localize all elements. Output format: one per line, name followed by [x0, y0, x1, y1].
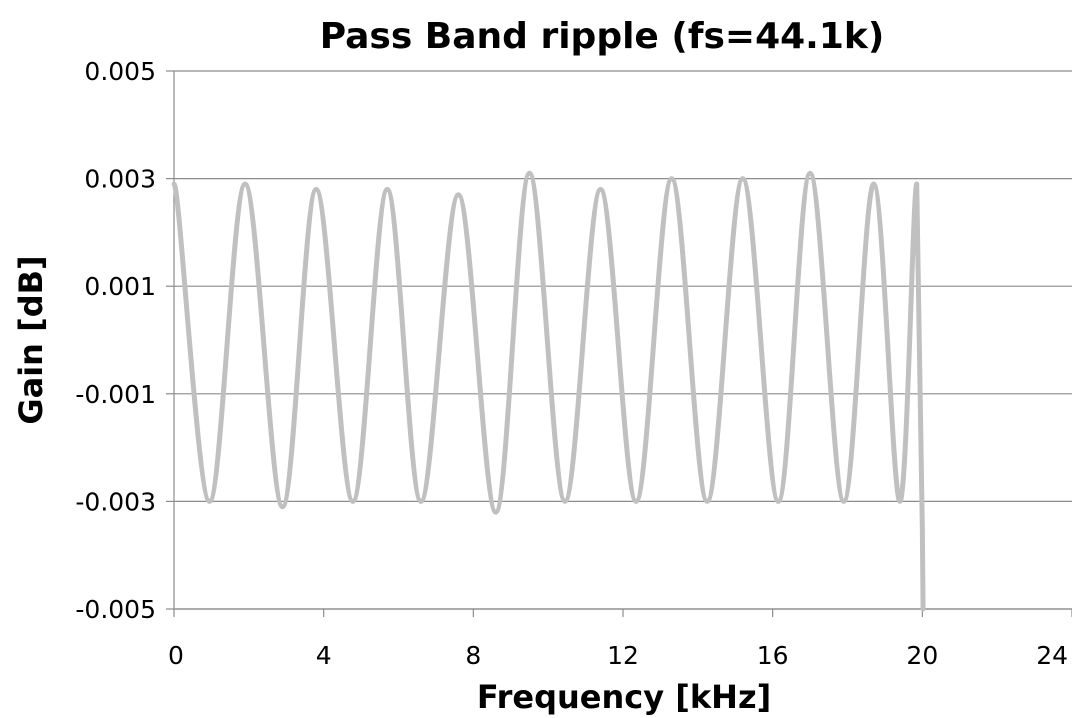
- x-tick-label-2: 8: [465, 641, 481, 670]
- y-tick-label-3: -0.001: [75, 380, 156, 409]
- y-tick-label-4: -0.003: [75, 487, 156, 516]
- x-axis-title: Frequency [kHz]: [477, 678, 771, 716]
- gridlines: [174, 70, 1072, 610]
- series-line-0: [171, 170, 926, 612]
- y-tick-label-5: -0.005: [75, 595, 156, 624]
- x-tick-labels: 0 4 8 12 16 20 24: [168, 641, 1068, 670]
- x-tick-label-4: 16: [757, 641, 789, 670]
- x-tick-label-3: 12: [607, 641, 639, 670]
- y-tick-labels: 0.005 0.003 0.001 -0.001 -0.003 -0.005: [75, 57, 156, 624]
- y-tick-label-0: 0.005: [84, 57, 156, 86]
- x-tick-label-6: 24: [1036, 641, 1068, 670]
- y-tick-label-2: 0.001: [84, 272, 156, 301]
- series-layer: [171, 170, 926, 612]
- x-tick-label-0: 0: [168, 641, 184, 670]
- x-tick-label-5: 20: [906, 641, 938, 670]
- chart-title: Pass Band ripple (fs=44.1k): [320, 16, 885, 57]
- y-tick-label-1: 0.003: [84, 165, 156, 194]
- y-axis-title: Gain [dB]: [12, 255, 50, 424]
- x-tick-label-1: 4: [316, 641, 332, 670]
